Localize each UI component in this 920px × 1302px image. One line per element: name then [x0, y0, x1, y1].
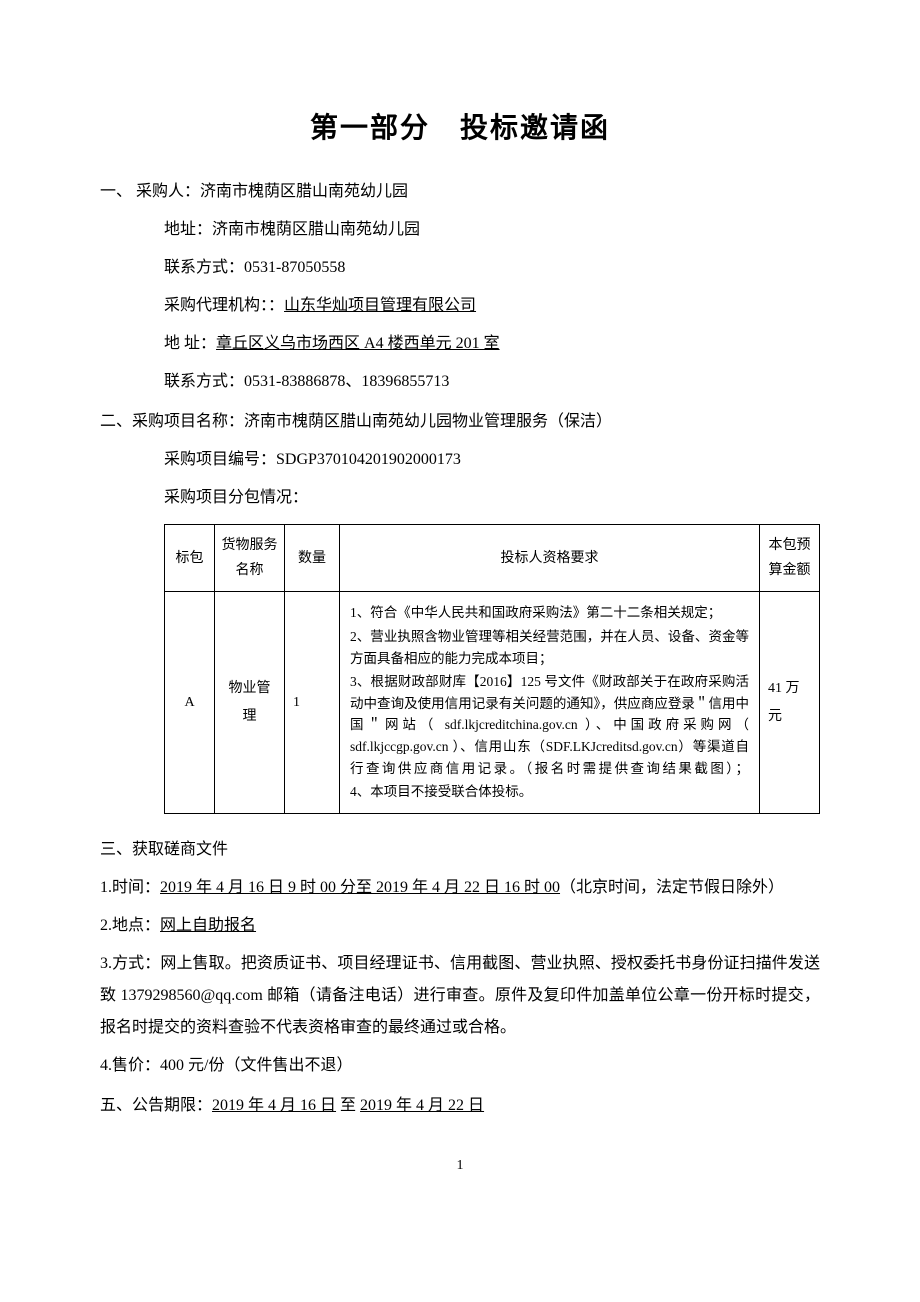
addr-label: 地址： — [164, 221, 212, 238]
price-label: 4.售价： — [100, 1057, 160, 1074]
cell-budget: 41 万元 — [760, 592, 820, 813]
time-value: 2019 年 4 月 16 日 9 时 00 分至 2019 年 4 月 22 … — [160, 879, 560, 896]
project-no-label: 采购项目编号： — [164, 451, 276, 468]
header-qty: 数量 — [285, 525, 340, 592]
section3-label: 三、获取磋商文件 — [100, 834, 820, 866]
package-table: 标包 货物服务名称 数量 投标人资格要求 本包预算金额 A 物业管理 1 1、符… — [164, 524, 820, 814]
header-name: 货物服务名称 — [215, 525, 285, 592]
purchaser-label: 一、 采购人： — [100, 183, 200, 200]
announce-to: 2019 年 4 月 22 日 — [360, 1097, 484, 1114]
pkg-situation-label: 采购项目分包情况： — [164, 489, 308, 506]
page-number: 1 — [100, 1152, 820, 1180]
time-suffix: （北京时间，法定节假日除外） — [560, 879, 784, 896]
loc-label: 2.地点： — [100, 917, 160, 934]
agent-label: 采购代理机构：： — [164, 297, 284, 314]
contact-value: 0531-87050558 — [244, 259, 345, 276]
header-pkg: 标包 — [165, 525, 215, 592]
req-item-2: 2、营业执照含物业管理等相关经营范围，并在人员、设备、资金等方面具备相应的能力完… — [350, 626, 749, 669]
cell-req: 1、符合《中华人民共和国政府采购法》第二十二条相关规定； 2、营业执照含物业管理… — [340, 592, 760, 813]
header-req: 投标人资格要求 — [340, 525, 760, 592]
method-value: 网上售取。把资质证书、项目经理证书、信用截图、营业执照、授权委托书身份证扫描件发… — [100, 955, 820, 1036]
req-item-3: 3、根据财政部财库【2016】125 号文件《财政部关于在政府采购活动中查询及使… — [350, 671, 749, 779]
document-title: 第一部分 投标邀请函 — [100, 100, 820, 156]
agent-value: 山东华灿项目管理有限公司 — [284, 297, 476, 314]
req-item-1: 1、符合《中华人民共和国政府采购法》第二十二条相关规定； — [350, 602, 749, 624]
loc-value: 网上自助报名 — [160, 917, 256, 934]
cell-qty: 1 — [285, 592, 340, 813]
project-no-value: SDGP370104201902000173 — [276, 451, 461, 468]
project-name-label: 二、采购项目名称： — [100, 413, 244, 430]
agent-addr-label: 地 址： — [164, 335, 216, 352]
cell-pkg: A — [165, 592, 215, 813]
time-label: 1.时间： — [100, 879, 160, 896]
agent-contact-value: 0531-83886878、18396855713 — [244, 373, 449, 390]
purchaser-value: 济南市槐荫区腊山南苑幼儿园 — [200, 183, 408, 200]
announce-mid: 至 — [336, 1097, 360, 1114]
price-value: 400 元/份（文件售出不退） — [160, 1057, 352, 1074]
section-5: 五、公告期限：2019 年 4 月 16 日 至 2019 年 4 月 22 日 — [100, 1090, 820, 1122]
req-item-4: 4、本项目不接受联合体投标。 — [350, 781, 749, 803]
agent-addr-value: 章丘区义乌市场西区 A4 楼西单元 201 室 — [216, 335, 500, 352]
table-row: A 物业管理 1 1、符合《中华人民共和国政府采购法》第二十二条相关规定； 2、… — [165, 592, 820, 813]
section-2: 二、采购项目名称：济南市槐荫区腊山南苑幼儿园物业管理服务（保洁） 采购项目编号：… — [100, 406, 820, 514]
announce-from: 2019 年 4 月 16 日 — [212, 1097, 336, 1114]
section-3: 三、获取磋商文件 1.时间：2019 年 4 月 16 日 9 时 00 分至 … — [100, 834, 820, 1082]
table-header-row: 标包 货物服务名称 数量 投标人资格要求 本包预算金额 — [165, 525, 820, 592]
cell-name: 物业管理 — [215, 592, 285, 813]
agent-contact-label: 联系方式： — [164, 373, 244, 390]
addr-value: 济南市槐荫区腊山南苑幼儿园 — [212, 221, 420, 238]
method-label: 3.方式： — [100, 955, 160, 972]
project-name-value: 济南市槐荫区腊山南苑幼儿园物业管理服务（保洁） — [244, 413, 612, 430]
announce-label: 五、公告期限： — [100, 1097, 212, 1114]
header-budget: 本包预算金额 — [760, 525, 820, 592]
section-1: 一、 采购人：济南市槐荫区腊山南苑幼儿园 地址：济南市槐荫区腊山南苑幼儿园 联系… — [100, 176, 820, 398]
contact-label: 联系方式： — [164, 259, 244, 276]
